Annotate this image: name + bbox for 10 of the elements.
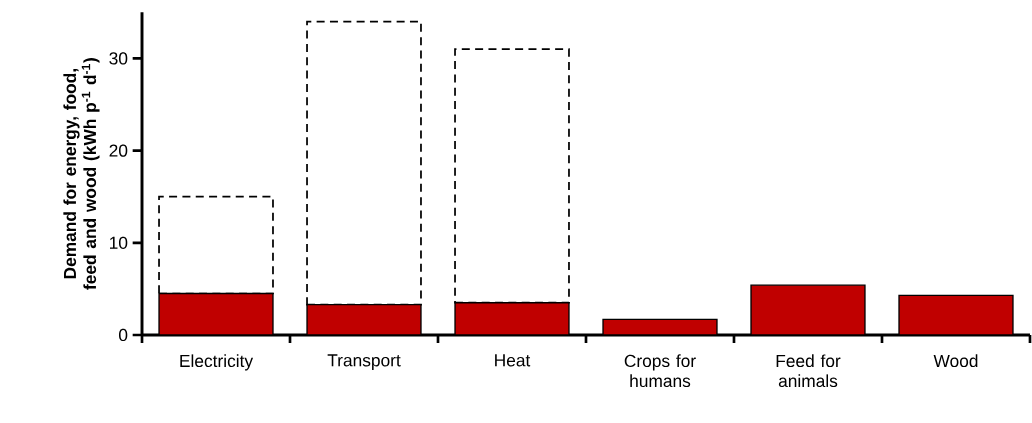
x-tick-label: Wood [933, 354, 978, 368]
x-tick-label: Feed for animals [776, 354, 841, 388]
y-tick-label: 10 [110, 236, 128, 249]
y-tick-label: 0 [118, 328, 128, 342]
y-tick-label: 30 [109, 52, 128, 65]
x-tick-label: Heat [495, 354, 531, 367]
x-tick-label: Electricity [180, 354, 254, 371]
y-tick-label: 20 [109, 144, 128, 157]
x-tick-label: Transport [327, 354, 401, 370]
x-tick-label: Crops for humans [624, 354, 696, 388]
